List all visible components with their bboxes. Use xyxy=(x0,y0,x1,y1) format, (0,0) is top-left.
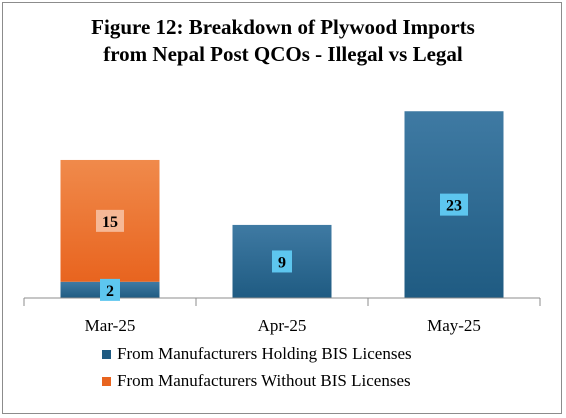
data-label-box-unlicensed-mar-25 xyxy=(96,209,124,232)
legend-swatch-licensed xyxy=(102,349,111,359)
x-tick-label-may-25: May-25 xyxy=(427,316,481,335)
legend-label-unlicensed: From Manufacturers Without BIS Licenses xyxy=(117,371,411,390)
x-tick-label-apr-25: Apr-25 xyxy=(258,316,307,335)
legend-swatch-unlicensed xyxy=(102,376,111,386)
chart-title-line-1: Figure 12: Breakdown of Plywood Imports xyxy=(91,15,475,39)
data-label-box-licensed-apr-25 xyxy=(272,250,292,273)
data-label-box-licensed-may-25 xyxy=(440,193,468,216)
chart-title-line-2: from Nepal Post QCOs - Illegal vs Legal xyxy=(103,42,463,66)
data-label-licensed-apr-25: 9 xyxy=(278,254,286,271)
legend-item-licensed: From Manufacturers Holding BIS Licenses xyxy=(102,343,412,365)
legend-label-licensed: From Manufacturers Holding BIS Licenses xyxy=(117,344,412,363)
x-tick-label-mar-25: Mar-25 xyxy=(85,316,136,335)
data-label-licensed-mar-25: 2 xyxy=(106,283,114,300)
legend-item-unlicensed: From Manufacturers Without BIS Licenses xyxy=(102,370,411,392)
chart-title: Figure 12: Breakdown of Plywood Imports … xyxy=(0,14,566,68)
data-label-box-licensed-mar-25 xyxy=(100,278,120,301)
data-label-unlicensed-mar-25: 15 xyxy=(102,214,118,231)
data-label-licensed-may-25: 23 xyxy=(446,198,462,215)
